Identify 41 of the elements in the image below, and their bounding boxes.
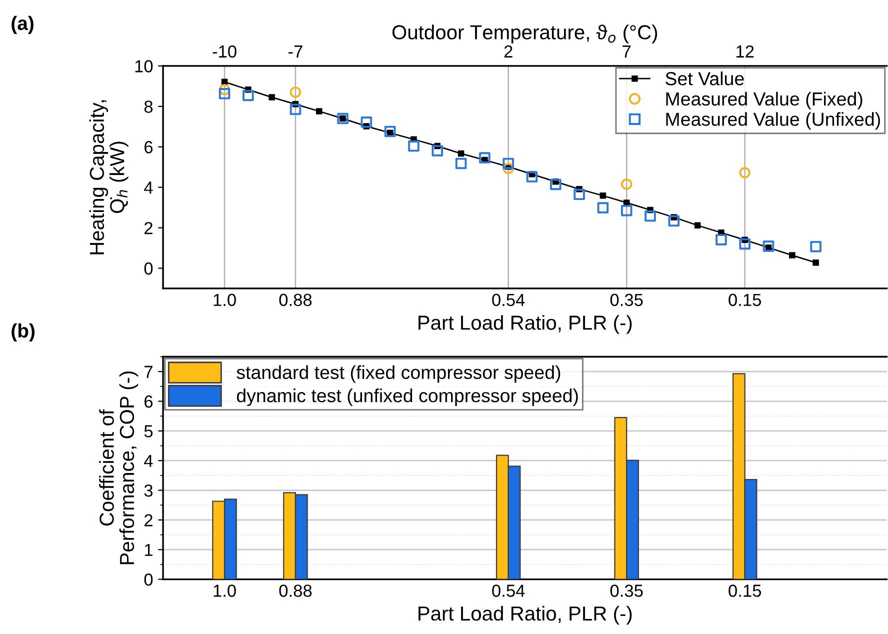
y-tick-label: 8: [144, 100, 153, 113]
y-tick-label: 0: [144, 573, 153, 586]
text: (b): [12, 323, 35, 342]
legend-label: dynamic test (unfixed compressor speed): [236, 388, 578, 406]
legend-label: standard test (fixed compressor speed): [236, 365, 560, 383]
x-axis-title: Part Load Ratio, PLR (-): [418, 315, 632, 334]
text: (a): [12, 16, 34, 34]
legend-label: Measured Value (Fixed): [666, 92, 862, 110]
y-tick-label: 6: [144, 395, 153, 408]
y-tick-label: 6: [144, 141, 153, 154]
x-tick-label: 0.15: [728, 584, 762, 597]
y-tick-label: 7: [144, 366, 152, 378]
y-axis-title: Coefficient of Performance, COP (-): [99, 372, 138, 564]
y-tick-label: 2: [144, 222, 152, 234]
x-tick-label: 0.35: [610, 584, 643, 597]
x2-axis-title: Outdoor Temperature, ϑ$_{o}$ (°C): [392, 24, 658, 44]
x-tick-label: 0.35: [610, 294, 643, 306]
legend-label: Set Value: [666, 72, 744, 86]
x-axis-title: Part Load Ratio, PLR (-): [418, 606, 632, 625]
x-tick-label: 1.0: [214, 584, 236, 597]
x2-tick-label: 2: [504, 45, 512, 58]
x2-tick-label: 12: [736, 45, 754, 58]
x2-tick-label: 7: [622, 46, 631, 58]
y-tick-label: 0: [144, 262, 153, 275]
y-tick-label: 2: [144, 514, 152, 526]
y-tick-label: 1: [144, 544, 152, 556]
x-tick-label: 0.15: [728, 294, 762, 306]
x2-tick-label: -10: [212, 45, 236, 58]
y-tick-label: 5: [144, 425, 153, 438]
x-tick-label: 0.54: [492, 294, 525, 306]
y-tick-label: 10: [135, 60, 153, 72]
legend-label: Measured Value (Unfixed): [666, 112, 880, 130]
x-tick-label: 0.54: [492, 584, 525, 597]
x2-tick-label: -7: [288, 46, 302, 58]
x-tick-label: 0.88: [279, 584, 312, 597]
y-tick-label: 4: [144, 454, 153, 467]
y-tick-label: 4: [144, 182, 153, 194]
x-tick-label: 1.0: [214, 294, 236, 306]
y-tick-label: 3: [144, 484, 153, 497]
y-axis-title: Heating Capacity, Q̇$_{h}$ (kW): [89, 100, 128, 254]
x-tick-label: 0.88: [279, 294, 312, 306]
